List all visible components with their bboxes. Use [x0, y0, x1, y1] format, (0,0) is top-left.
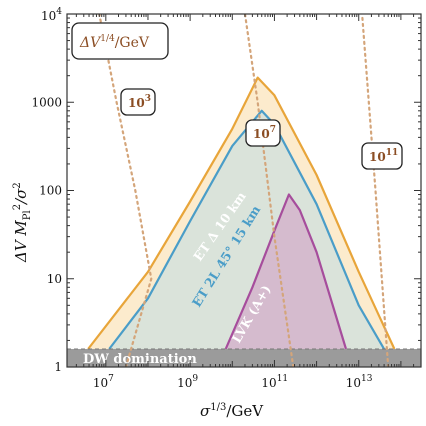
regions-layer: [87, 76, 396, 350]
dw-domination-band: [67, 348, 421, 367]
x-tick-label: 107: [93, 374, 114, 390]
region-lvk-fill: [225, 194, 346, 349]
y-tick-label: 10: [47, 272, 62, 286]
y-axis-label: ΔV MPl2/σ2: [12, 182, 33, 263]
region-et-2l-outline: [108, 109, 386, 350]
contours-layer: [98, 14, 390, 367]
contour-1e7-label: 107: [253, 125, 276, 141]
contour-1e3-label: 103: [128, 94, 151, 110]
dw-domination-label: DW domination: [83, 352, 197, 367]
contour-1e11-line: [361, 14, 390, 367]
contour-1e7-line: [243, 14, 295, 367]
contour-1e7-label-box: [245, 119, 281, 147]
x-tick-label: 1013: [346, 374, 373, 390]
y-tick-label: 100: [39, 184, 62, 198]
y-tick-label: 104: [41, 7, 62, 23]
x-axis-label: σ1/3/GeV: [200, 402, 264, 420]
y-tick-label: 1: [54, 360, 62, 374]
region-et-delta-outline: [87, 76, 396, 350]
contour-1e3-line: [98, 14, 153, 367]
x-tick-label: 109: [177, 374, 198, 390]
contour-1e11-label-box: [361, 142, 403, 170]
y-tick-label: 1000: [31, 95, 62, 109]
contour-1e3-label-box: [120, 88, 156, 116]
legend-box: [71, 22, 169, 60]
dw-band-layer: DW domination: [67, 348, 421, 367]
x-tick-label: 1011: [261, 374, 288, 390]
ticks-layer: 107 109 1011 1013 1 10 100 1000 104 σ1/3/GeV ΔV MP…: [12, 7, 422, 420]
legend-label: ΔV1/4/GeV: [79, 34, 150, 51]
region-lvk-outline: [224, 193, 348, 350]
contour-1e11-label: 1011: [369, 148, 398, 164]
